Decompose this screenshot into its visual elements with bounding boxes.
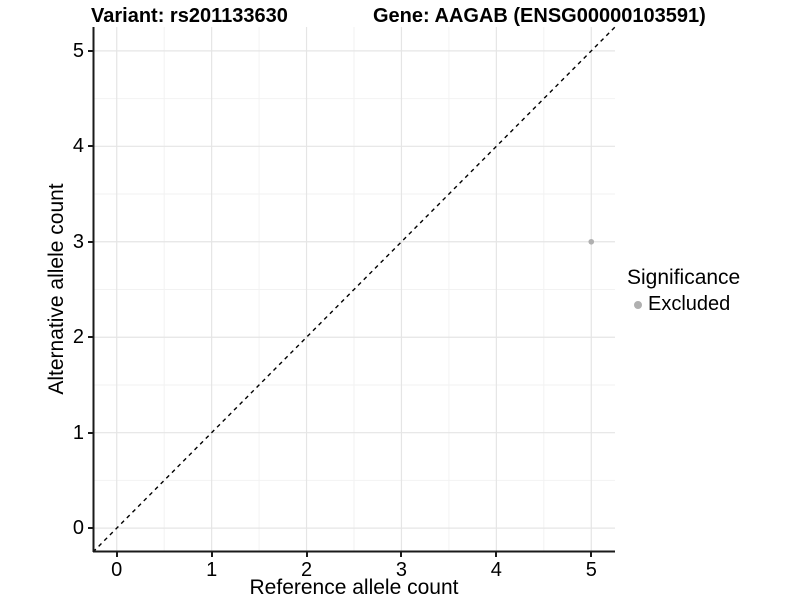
plot-title-variant: Variant: rs201133630 <box>91 5 288 27</box>
y-tick-label: 0 <box>72 517 84 540</box>
identity-line <box>92 26 616 553</box>
y-tick-label: 4 <box>72 135 84 158</box>
x-tick-mark <box>495 552 498 557</box>
x-tick-mark <box>115 552 118 557</box>
x-tick-label: 1 <box>206 559 218 581</box>
x-tick-label: 3 <box>395 559 408 581</box>
y-tick-label: 3 <box>72 230 84 253</box>
legend-title: Significance <box>627 266 741 289</box>
plot-panel <box>92 26 616 553</box>
x-tick-label: 5 <box>585 559 597 581</box>
data-point <box>588 238 595 245</box>
x-tick-mark <box>210 552 213 557</box>
x-tick-label: 4 <box>490 559 502 581</box>
y-tick-mark <box>88 527 93 530</box>
y-tick-label: 1 <box>72 421 84 444</box>
legend: Significance Excluded <box>627 266 740 316</box>
y-tick-label: 2 <box>72 326 84 349</box>
legend-entry-excluded: Excluded <box>627 293 740 316</box>
legend-point-icon <box>634 300 642 309</box>
x-axis-title: Reference allele count <box>249 576 459 599</box>
y-tick-mark <box>88 145 93 148</box>
plot-canvas <box>92 26 616 553</box>
y-tick-mark <box>88 336 93 339</box>
x-tick-mark <box>305 552 308 557</box>
y-tick-label: 5 <box>72 39 84 62</box>
x-tick-mark <box>400 552 403 557</box>
y-tick-mark <box>88 49 93 52</box>
legend-entry-label: Excluded <box>648 293 731 315</box>
plot-title-gene: Gene: AAGAB (ENSG00000103591) <box>373 5 706 27</box>
y-tick-mark <box>88 431 93 434</box>
x-tick-mark <box>590 552 593 557</box>
y-axis-title: Alternative allele count <box>45 183 68 395</box>
y-tick-mark <box>88 240 93 243</box>
x-tick-label: 2 <box>300 559 313 581</box>
x-tick-label: 0 <box>111 559 123 581</box>
